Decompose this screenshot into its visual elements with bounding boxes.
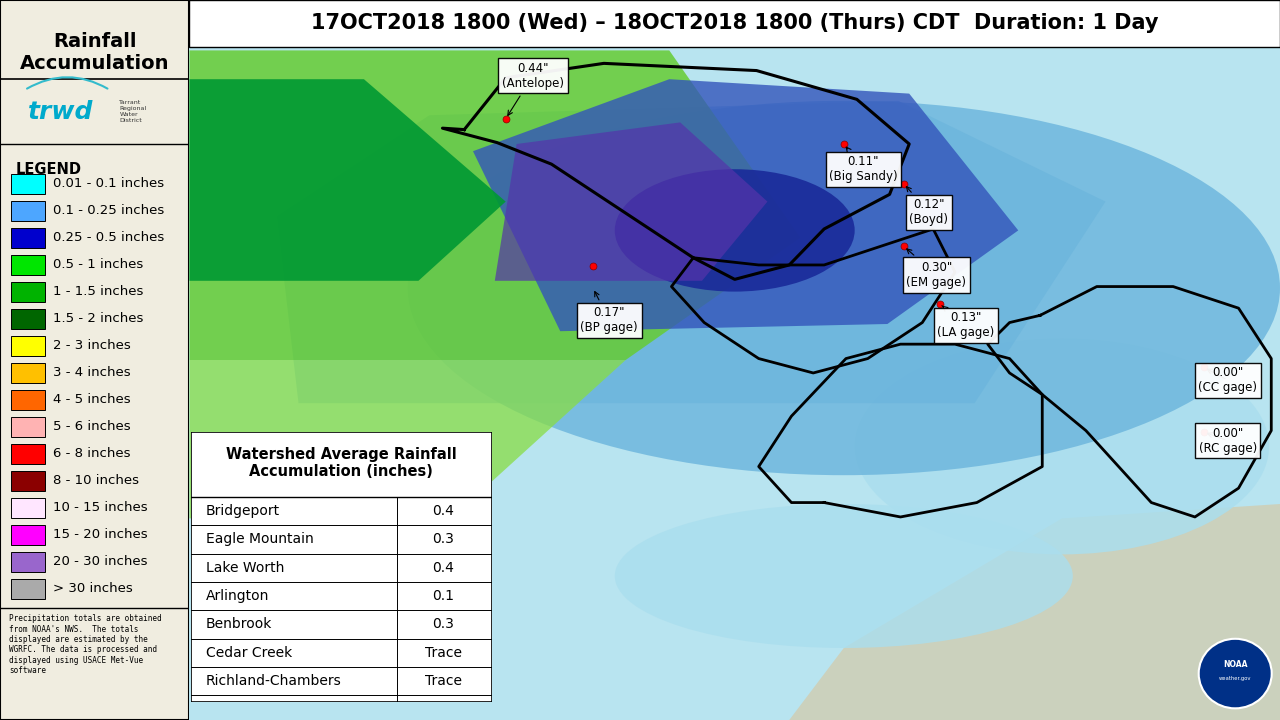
- Text: Arlington: Arlington: [206, 589, 269, 603]
- Text: LEGEND: LEGEND: [15, 162, 81, 177]
- FancyBboxPatch shape: [12, 174, 46, 194]
- Text: 0.17"
(BP gage): 0.17" (BP gage): [581, 292, 639, 334]
- FancyBboxPatch shape: [12, 228, 46, 248]
- Text: 3 - 4 inches: 3 - 4 inches: [52, 366, 131, 379]
- Text: 15 - 20 inches: 15 - 20 inches: [52, 528, 147, 541]
- Text: 0.44"
(Antelope): 0.44" (Antelope): [502, 62, 564, 115]
- Text: 20 - 30 inches: 20 - 30 inches: [52, 555, 147, 568]
- Polygon shape: [189, 360, 626, 518]
- Text: 5 - 6 inches: 5 - 6 inches: [52, 420, 131, 433]
- Text: Watershed Average Rainfall
Accumulation (inches): Watershed Average Rainfall Accumulation …: [225, 447, 457, 480]
- Text: Trace: Trace: [425, 646, 462, 660]
- Bar: [189, 0, 1280, 47]
- FancyBboxPatch shape: [12, 390, 46, 410]
- Polygon shape: [189, 50, 800, 360]
- Polygon shape: [189, 79, 506, 281]
- Ellipse shape: [614, 169, 855, 292]
- Text: 2 - 3 inches: 2 - 3 inches: [52, 339, 131, 352]
- Text: Trace: Trace: [425, 674, 462, 688]
- Text: Benbrook: Benbrook: [206, 617, 273, 631]
- Text: Rainfall
Accumulation: Rainfall Accumulation: [20, 32, 169, 73]
- Polygon shape: [790, 504, 1280, 720]
- Text: 0.13"
(LA gage): 0.13" (LA gage): [937, 305, 995, 339]
- FancyBboxPatch shape: [12, 282, 46, 302]
- Text: 0.3: 0.3: [433, 617, 454, 631]
- Text: 0.30"
(EM gage): 0.30" (EM gage): [906, 249, 966, 289]
- Polygon shape: [495, 122, 768, 281]
- FancyBboxPatch shape: [12, 254, 46, 274]
- Text: 0.25 - 0.5 inches: 0.25 - 0.5 inches: [52, 231, 164, 244]
- Text: 10 - 15 inches: 10 - 15 inches: [52, 501, 147, 514]
- FancyBboxPatch shape: [12, 498, 46, 518]
- Text: Tarrant
Regional
Water
District: Tarrant Regional Water District: [119, 100, 146, 123]
- FancyBboxPatch shape: [12, 552, 46, 572]
- Text: 0.00"
(CC gage): 0.00" (CC gage): [1198, 366, 1257, 394]
- FancyBboxPatch shape: [12, 416, 46, 436]
- Text: weather.gov: weather.gov: [1219, 675, 1252, 680]
- Text: 6 - 8 inches: 6 - 8 inches: [52, 447, 131, 460]
- Text: 1.5 - 2 inches: 1.5 - 2 inches: [52, 312, 143, 325]
- Text: 4 - 5 inches: 4 - 5 inches: [52, 393, 131, 406]
- Text: 8 - 10 inches: 8 - 10 inches: [52, 474, 140, 487]
- Circle shape: [1198, 639, 1272, 708]
- Text: Eagle Mountain: Eagle Mountain: [206, 532, 314, 546]
- Text: 0.1 - 0.25 inches: 0.1 - 0.25 inches: [52, 204, 164, 217]
- Text: 0.00"
(RC gage): 0.00" (RC gage): [1198, 427, 1257, 454]
- FancyBboxPatch shape: [12, 308, 46, 328]
- FancyBboxPatch shape: [0, 0, 189, 720]
- FancyBboxPatch shape: [12, 362, 46, 383]
- Text: Cedar Creek: Cedar Creek: [206, 646, 292, 660]
- FancyBboxPatch shape: [12, 444, 46, 464]
- FancyBboxPatch shape: [12, 579, 46, 599]
- Ellipse shape: [614, 504, 1073, 648]
- Text: 0.11"
(Big Sandy): 0.11" (Big Sandy): [829, 147, 897, 183]
- Text: Bridgeport: Bridgeport: [206, 504, 280, 518]
- Polygon shape: [474, 79, 1019, 331]
- Text: 0.01 - 0.1 inches: 0.01 - 0.1 inches: [52, 177, 164, 190]
- Text: Richland-Chambers: Richland-Chambers: [206, 674, 342, 688]
- FancyBboxPatch shape: [12, 336, 46, 356]
- Text: Lake Worth: Lake Worth: [206, 561, 284, 575]
- Text: NOAA: NOAA: [1222, 660, 1248, 669]
- Ellipse shape: [407, 101, 1280, 475]
- Text: trwd: trwd: [28, 99, 93, 124]
- Text: 0.4: 0.4: [433, 504, 454, 518]
- Ellipse shape: [855, 338, 1268, 554]
- FancyBboxPatch shape: [12, 200, 46, 220]
- FancyBboxPatch shape: [12, 471, 46, 491]
- Text: 0.12"
(Boyd): 0.12" (Boyd): [906, 186, 948, 226]
- Text: 0.4: 0.4: [433, 561, 454, 575]
- Text: 0.3: 0.3: [433, 532, 454, 546]
- Text: > 30 inches: > 30 inches: [52, 582, 133, 595]
- Text: 1 - 1.5 inches: 1 - 1.5 inches: [52, 285, 143, 298]
- Text: 0.5 - 1 inches: 0.5 - 1 inches: [52, 258, 143, 271]
- Text: 0.1: 0.1: [433, 589, 454, 603]
- Text: Precipitation totals are obtained
from NOAA's NWS.  The totals
displayed are est: Precipitation totals are obtained from N…: [9, 614, 163, 675]
- Polygon shape: [276, 101, 1106, 403]
- Text: 17OCT2018 1800 (Wed) – 18OCT2018 1800 (Thurs) CDT  Duration: 1 Day: 17OCT2018 1800 (Wed) – 18OCT2018 1800 (T…: [311, 13, 1158, 33]
- FancyBboxPatch shape: [12, 524, 46, 544]
- FancyBboxPatch shape: [191, 432, 492, 702]
